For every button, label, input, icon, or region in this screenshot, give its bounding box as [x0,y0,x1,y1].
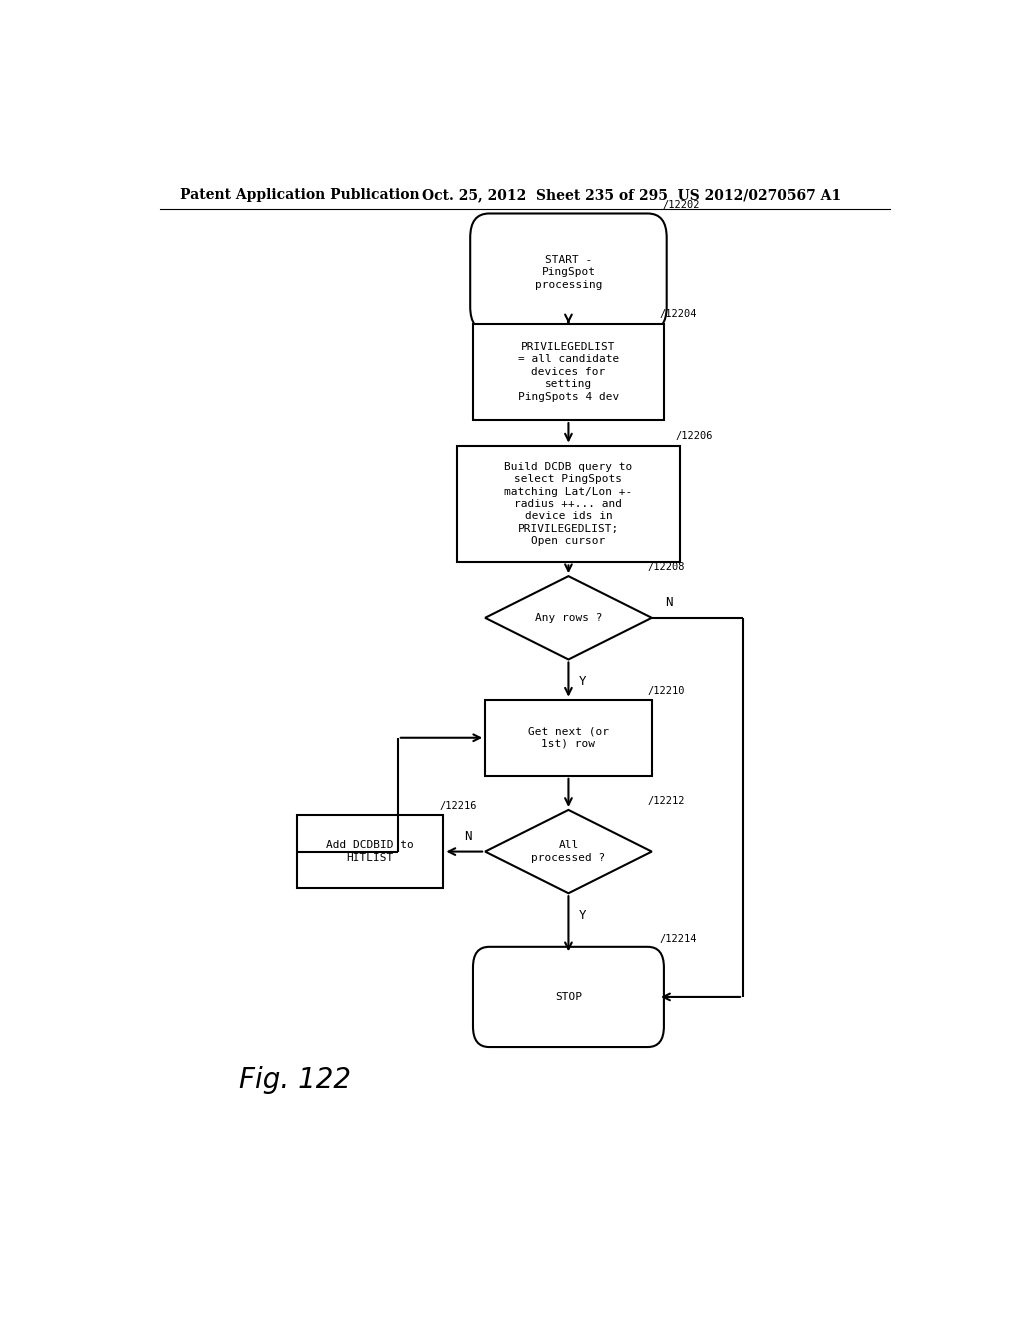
Text: Y: Y [579,909,587,923]
Text: START -
PingSpot
processing: START - PingSpot processing [535,255,602,289]
Text: STOP: STOP [555,991,582,1002]
Text: Add DCDBID to
HITLIST: Add DCDBID to HITLIST [327,841,414,863]
Text: N: N [464,830,471,843]
Text: /12212: /12212 [648,796,685,805]
Text: /12214: /12214 [659,933,697,944]
FancyBboxPatch shape [297,814,443,888]
Text: Fig. 122: Fig. 122 [240,1067,351,1094]
Text: Build DCDB query to
select PingSpots
matching Lat/Lon +-
radius ++... and
device: Build DCDB query to select PingSpots mat… [505,462,633,546]
Polygon shape [485,576,652,660]
Text: Patent Application Publication: Patent Application Publication [179,187,419,202]
Text: All
processed ?: All processed ? [531,841,605,863]
Polygon shape [485,810,652,894]
Text: /12202: /12202 [663,201,700,210]
Text: Get next (or
1st) row: Get next (or 1st) row [528,726,609,748]
Text: PRIVILEGEDLIST
= all candidate
devices for
setting
PingSpots 4 dev: PRIVILEGEDLIST = all candidate devices f… [518,342,620,401]
Text: /12206: /12206 [676,432,713,441]
FancyBboxPatch shape [470,214,667,331]
Text: /12210: /12210 [648,685,685,696]
Text: Y: Y [579,676,587,688]
Text: /12204: /12204 [659,309,697,319]
Text: Any rows ?: Any rows ? [535,612,602,623]
FancyBboxPatch shape [485,700,652,776]
Text: N: N [666,597,673,609]
Text: /12208: /12208 [648,562,685,572]
FancyBboxPatch shape [458,446,680,562]
FancyBboxPatch shape [473,946,664,1047]
Text: Oct. 25, 2012  Sheet 235 of 295  US 2012/0270567 A1: Oct. 25, 2012 Sheet 235 of 295 US 2012/0… [422,187,841,202]
FancyBboxPatch shape [473,323,664,420]
Text: /12216: /12216 [439,801,477,810]
